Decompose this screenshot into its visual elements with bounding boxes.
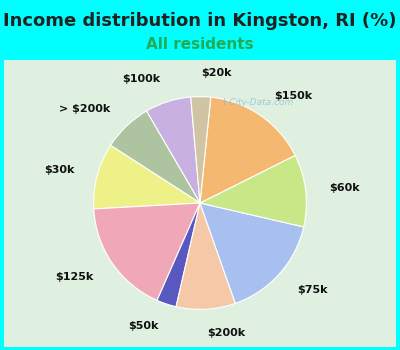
Wedge shape: [176, 203, 235, 309]
Wedge shape: [200, 97, 295, 203]
Text: $60k: $60k: [329, 183, 360, 193]
Text: $75k: $75k: [297, 285, 327, 294]
Wedge shape: [110, 111, 200, 203]
Text: $30k: $30k: [44, 165, 74, 175]
Text: All residents: All residents: [146, 37, 254, 52]
Wedge shape: [200, 203, 304, 303]
Wedge shape: [191, 97, 211, 203]
Text: $100k: $100k: [123, 74, 161, 84]
Text: $50k: $50k: [129, 321, 159, 331]
Wedge shape: [157, 203, 200, 307]
Wedge shape: [94, 145, 200, 209]
Text: $150k: $150k: [274, 91, 312, 101]
Text: $20k: $20k: [201, 68, 232, 78]
Wedge shape: [200, 155, 306, 227]
Text: > $200k: > $200k: [59, 104, 110, 114]
Text: ℹ City-Data.com: ℹ City-Data.com: [223, 98, 294, 107]
Text: $125k: $125k: [55, 272, 93, 282]
Text: Income distribution in Kingston, RI (%): Income distribution in Kingston, RI (%): [3, 12, 397, 30]
Wedge shape: [146, 97, 200, 203]
Wedge shape: [94, 203, 200, 300]
Text: $200k: $200k: [207, 328, 245, 338]
